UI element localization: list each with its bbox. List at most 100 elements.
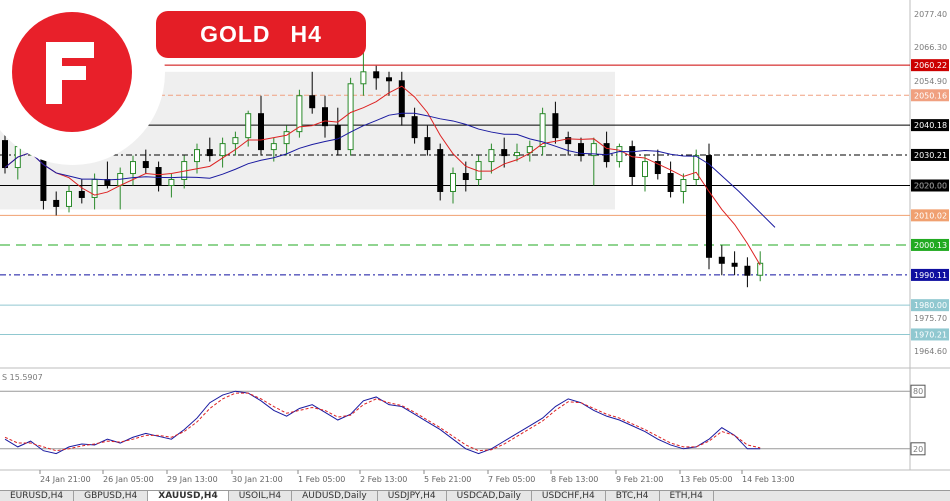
time-axis: 24 Jan 21:00 26 Jan 05:00 29 Jan 13:00 30 J… [39, 470, 794, 484]
level-label: 1970.21 [911, 328, 949, 341]
candle [258, 95, 264, 156]
svg-text:2060.22: 2060.22 [914, 61, 947, 70]
candle [578, 137, 584, 162]
level-label: 1980.00 [911, 299, 949, 312]
price-tick-label: 1964.60 [914, 347, 947, 356]
candle [590, 137, 597, 186]
price-tick-label: 2020.00 [914, 181, 947, 190]
level-label: 2020.00 [911, 179, 949, 192]
candle [552, 101, 559, 144]
price-tick-label: 1975.70 [914, 314, 947, 323]
svg-text:1980.00: 1980.00 [914, 301, 947, 310]
candle [398, 71, 405, 126]
candle [155, 161, 162, 192]
candle [654, 149, 661, 180]
slow-ma-line [4, 112, 776, 228]
stoch-main-line [4, 390, 761, 455]
stoch-level-label: 80 [910, 384, 926, 398]
svg-text:20: 20 [913, 445, 923, 454]
candle [501, 137, 508, 168]
svg-text:2030.21: 2030.21 [914, 151, 947, 160]
candle [386, 71, 392, 96]
stoch-signal-line [4, 392, 761, 452]
candle [283, 125, 290, 156]
symbol-tab[interactable]: USDCAD,Daily [447, 491, 532, 501]
symbol-tab[interactable]: BTC,H4 [606, 491, 660, 501]
date-tick-label: 2 Feb 13:00 [360, 475, 407, 484]
svg-text:2040.18: 2040.18 [914, 121, 947, 130]
date-tick-label: 7 Feb 05:00 [488, 475, 535, 484]
svg-text:2010.02: 2010.02 [914, 211, 947, 220]
candle [322, 95, 328, 138]
level-label: 1990.11 [911, 268, 949, 281]
candle [680, 173, 687, 204]
candle [488, 143, 495, 174]
date-tick-label: 13 Feb 05:00 [680, 475, 732, 484]
timeframe-label: H4 [290, 21, 322, 47]
candle [424, 125, 431, 156]
symbol-tab[interactable]: USDCHF,H4 [532, 491, 606, 501]
date-tick-label: 30 Jan 21:00 [232, 475, 283, 484]
symbol-tab[interactable]: XAUUSD,H4 [148, 491, 229, 501]
candle [232, 131, 239, 156]
symbol-tab[interactable]: USOIL,H4 [229, 491, 293, 501]
candle [744, 257, 751, 288]
svg-text:80: 80 [913, 387, 923, 396]
date-tick-label: 29 Jan 13:00 [167, 475, 218, 484]
stochastic-panel: S 15.5907 80 20 [0, 373, 926, 456]
symbol-tab[interactable]: USDJPY,H4 [378, 491, 447, 501]
symbol-tab[interactable]: AUDUSD,Daily [292, 491, 378, 501]
candle [309, 71, 316, 114]
date-tick-label: 1 Feb 05:00 [298, 475, 345, 484]
candle [757, 251, 764, 282]
symbol-tab[interactable]: EURUSD,H4 [0, 491, 75, 501]
svg-text:2050.16: 2050.16 [914, 91, 947, 100]
svg-text:1990.11: 1990.11 [914, 271, 947, 280]
date-tick-label: 9 Feb 21:00 [616, 475, 663, 484]
stoch-level-label: 20 [910, 442, 926, 456]
date-tick-label: 26 Jan 05:00 [103, 475, 154, 484]
candle [78, 179, 85, 204]
candle [539, 107, 546, 156]
level-label: 2030.21 [911, 148, 949, 161]
svg-text:1970.21: 1970.21 [914, 330, 947, 339]
candle [450, 167, 456, 204]
symbol-tab[interactable]: ETH,H4 [660, 491, 714, 501]
symbol-tab[interactable]: GBPUSD,H4 [74, 491, 149, 501]
price-tick-label: 2054.90 [914, 77, 947, 86]
candle [130, 155, 136, 186]
svg-text:2020.00: 2020.00 [914, 181, 947, 190]
svg-text:2000.13: 2000.13 [914, 241, 947, 250]
price-tick-label: 2066.30 [914, 43, 947, 52]
price-tick-label: 2077.40 [914, 10, 947, 19]
date-tick-label: 24 Jan 21:00 [40, 475, 91, 484]
candle [718, 245, 725, 276]
date-tick-label: 14 Feb 13:00 [742, 475, 794, 484]
symbol-badge: GOLD H4 [156, 11, 366, 58]
level-label: 2050.16 [911, 89, 949, 102]
candle [373, 65, 380, 90]
candle [667, 161, 674, 198]
level-label: 2010.02 [911, 209, 949, 222]
level-label: 2000.13 [911, 238, 949, 251]
date-tick-label: 8 Feb 13:00 [551, 475, 598, 484]
symbol-name: GOLD [200, 21, 271, 47]
candle [642, 155, 648, 192]
candle [731, 251, 738, 276]
candle [347, 77, 354, 156]
level-label: 2040.18 [911, 119, 949, 132]
broker-logo [0, 0, 165, 165]
candle [514, 143, 520, 162]
stoch-label: S 15.5907 [2, 373, 43, 382]
date-tick-label: 5 Feb 21:00 [424, 475, 471, 484]
candle [219, 137, 226, 168]
symbol-tabs: EURUSD,H4 GBPUSD,H4 XAUUSD,H4 USOIL,H4 AUDUS… [0, 490, 950, 501]
level-label: 2060.22 [911, 59, 949, 72]
candle [53, 191, 60, 216]
candle [565, 131, 572, 156]
candle [296, 89, 303, 138]
candle [603, 131, 610, 168]
candle [206, 137, 213, 162]
candle [629, 140, 636, 186]
